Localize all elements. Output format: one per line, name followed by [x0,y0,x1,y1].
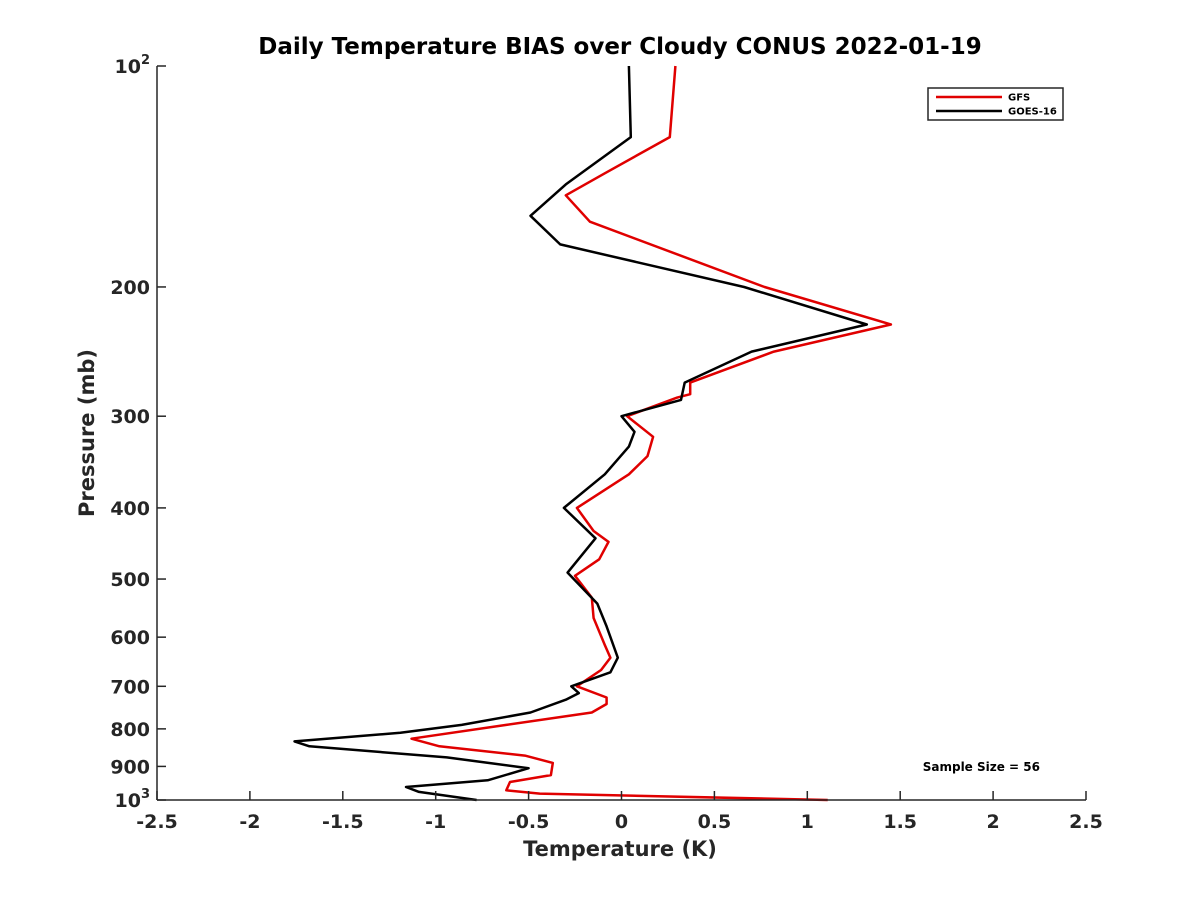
x-tick-label: 2.5 [1069,811,1103,833]
y-tick-label: 600 [110,627,150,649]
legend-entry-label: GFS [1008,93,1030,104]
series-line-gfs [410,65,893,802]
x-tick-label: -1 [425,811,446,833]
x-tick-label: 1.5 [883,811,917,833]
sample-size-annotation: Sample Size = 56 [923,760,1040,774]
chart-title: Daily Temperature BIAS over Cloudy CONUS… [258,34,981,60]
axes: -2.5 -2 -1.5 -1 -0.5 0 0.5 1 1.5 2 2.5 102 200 300 400… [110,53,1103,833]
series-group [293,65,893,802]
x-tick-label: -1.5 [322,811,364,833]
y-tick-label: 500 [110,569,150,591]
legend-entry-label: GOES-16 [1008,107,1057,118]
x-tick-label: -2.5 [136,811,178,833]
y-tick-label: 102 [115,53,151,78]
y-tick-label: 800 [110,719,150,741]
x-tick-label: 2 [986,811,999,833]
x-axis-label: Temperature (K) [523,837,717,861]
x-tick-label: 0 [615,811,628,833]
legend: GFS GOES-16 [927,87,1064,121]
y-tick-label: 300 [110,406,150,428]
y-tick-label: 900 [110,756,150,778]
y-axis-label: Pressure (mb) [75,349,99,517]
x-tick-label: -2 [239,811,260,833]
legend-box [927,87,1064,121]
y-tick-label: 400 [110,498,150,520]
y-tick-label: 103 [115,787,151,812]
y-tick-label: 700 [110,676,150,698]
series-line-goes-16 [293,65,869,802]
x-tick-label: -0.5 [508,811,550,833]
y-tick-label: 200 [110,277,150,299]
x-tick-label: 1 [801,811,814,833]
x-tick-label: 0.5 [698,811,732,833]
